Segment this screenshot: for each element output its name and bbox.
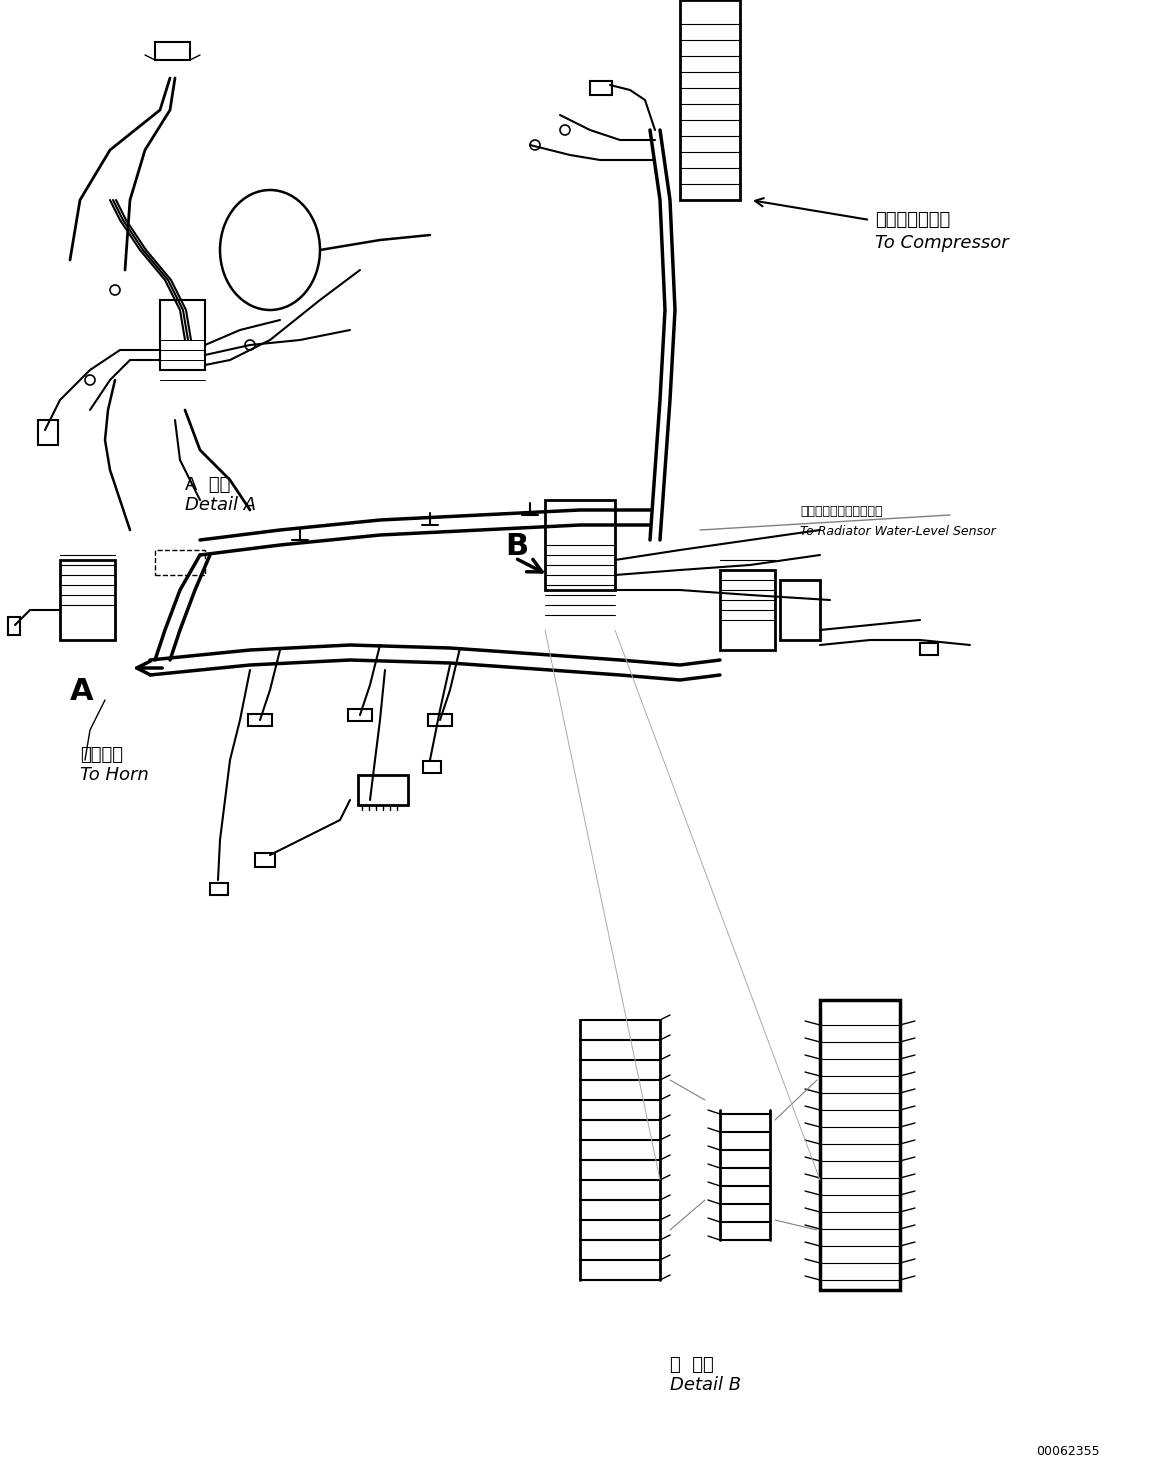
Bar bbox=[348, 709, 372, 721]
Text: 00062355: 00062355 bbox=[1036, 1444, 1100, 1458]
Text: Detail A: Detail A bbox=[185, 496, 256, 514]
Bar bbox=[720, 570, 775, 650]
Bar bbox=[8, 617, 20, 635]
Bar bbox=[155, 551, 205, 576]
Text: 日  詳細: 日 詳細 bbox=[670, 1356, 714, 1373]
Text: ホーンへ: ホーンへ bbox=[80, 746, 123, 764]
Text: コンプレッサへ: コンプレッサへ bbox=[875, 212, 950, 229]
Text: A: A bbox=[70, 676, 94, 706]
Bar bbox=[428, 713, 452, 727]
Bar bbox=[545, 500, 615, 591]
Bar bbox=[680, 0, 740, 200]
Bar bbox=[38, 420, 58, 445]
Text: To Compressor: To Compressor bbox=[875, 234, 1008, 252]
Bar bbox=[211, 884, 228, 895]
Bar bbox=[358, 776, 408, 805]
Text: To Horn: To Horn bbox=[80, 767, 149, 784]
Bar bbox=[423, 761, 441, 773]
Bar bbox=[155, 41, 190, 61]
Bar bbox=[248, 713, 272, 727]
Bar bbox=[820, 1000, 900, 1291]
Text: B: B bbox=[505, 531, 528, 561]
Text: ラジェータ水位センサへ: ラジェータ水位センサへ bbox=[800, 505, 883, 518]
Text: To Radiator Water-Level Sensor: To Radiator Water-Level Sensor bbox=[800, 525, 996, 539]
Bar bbox=[255, 852, 274, 867]
Bar bbox=[920, 642, 939, 656]
Text: Detail B: Detail B bbox=[670, 1376, 741, 1394]
Bar bbox=[780, 580, 820, 639]
Text: A  詳細: A 詳細 bbox=[185, 477, 230, 494]
Bar bbox=[590, 81, 612, 95]
Bar bbox=[160, 300, 205, 370]
Bar bbox=[60, 559, 115, 639]
